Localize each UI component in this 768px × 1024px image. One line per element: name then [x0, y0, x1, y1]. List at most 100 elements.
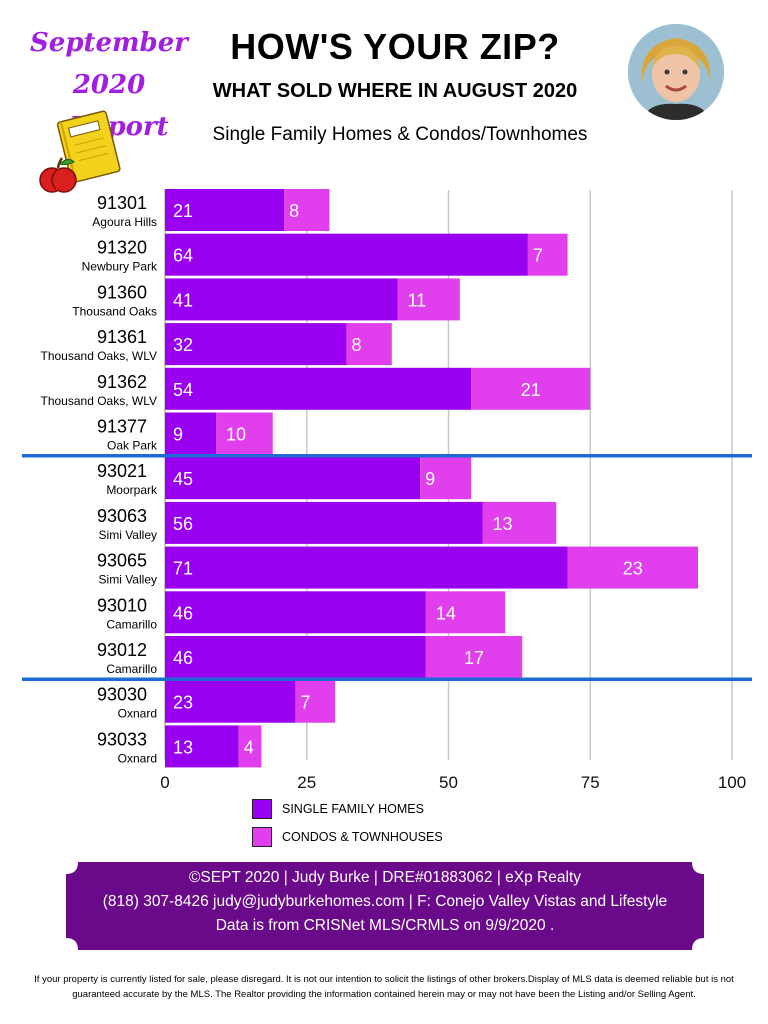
- data-label-sfh: 54: [173, 380, 193, 400]
- bar-sfh: [165, 501, 483, 544]
- sub-title: WHAT SOLD WHERE IN AUGUST 2020: [212, 80, 578, 102]
- bar-condo: [471, 367, 591, 410]
- stacked-bar-chart: 0 25 50 75 100 21 8 91301 Agoura Hills 64 7 91320 Ne…: [22, 189, 752, 792]
- city-label: Camarillo: [106, 617, 157, 631]
- data-label-condo: 23: [623, 559, 643, 579]
- data-label-sfh: 56: [173, 514, 193, 534]
- data-label-condo: 17: [464, 648, 484, 668]
- zip-label: 93010: [97, 595, 147, 615]
- bar-sfh: [165, 367, 472, 410]
- agent-avatar-illustration: [628, 24, 724, 120]
- city-label: Thousand Oaks: [72, 304, 157, 318]
- bar-condo: [284, 189, 330, 231]
- x-tick-label: 50: [439, 773, 458, 792]
- city-label: Oxnard: [118, 707, 157, 721]
- disclaimer: If your property is currently listed for…: [34, 974, 734, 1000]
- data-label-condo: 7: [533, 246, 543, 266]
- data-label-condo: 4: [244, 737, 254, 757]
- bar-condo: [425, 591, 506, 634]
- city-label: Oak Park: [107, 439, 158, 453]
- bar-condo: [238, 725, 262, 768]
- city-label: Newbury Park: [82, 260, 158, 274]
- x-tick-label: 100: [718, 773, 746, 792]
- bar-sfh: [165, 457, 421, 500]
- data-label-sfh: 23: [173, 693, 193, 713]
- report-title-line1: September 2020: [30, 28, 188, 100]
- data-label-sfh: 46: [173, 603, 193, 623]
- data-label-sfh: 32: [173, 335, 193, 355]
- bar-condo: [216, 412, 273, 455]
- city-label: Moorpark: [106, 483, 158, 497]
- legend-item-condo: CONDOS & TOWNHOUSES: [252, 824, 443, 850]
- bar-sfh: [165, 680, 296, 723]
- bar-condo: [527, 233, 568, 276]
- zip-label: 91361: [97, 327, 147, 347]
- footer-line-1: ©SEPT 2020 | Judy Burke | DRE#01883062 |…: [189, 869, 581, 886]
- agent-avatar: [628, 24, 724, 120]
- zip-label: 91377: [97, 417, 147, 437]
- data-label-sfh: 13: [173, 737, 193, 757]
- chart-legend: SINGLE FAMILY HOMES CONDOS & TOWNHOUSES: [252, 796, 443, 852]
- bar-sfh: [165, 591, 426, 634]
- data-label-condo: 11: [407, 290, 426, 310]
- zip-label: 91360: [97, 282, 147, 302]
- footer-line-2: (818) 307-8426 judy@judyburkehomes.com |…: [102, 893, 668, 910]
- data-label-condo: 7: [300, 693, 310, 713]
- zip-label: 91320: [97, 238, 147, 258]
- bar-sfh: [165, 725, 239, 768]
- city-label: Thousand Oaks, WLV: [41, 349, 158, 363]
- bar-sfh: [165, 636, 426, 678]
- bar-sfh: [165, 233, 528, 276]
- data-label-condo: 9: [425, 469, 435, 489]
- city-label: Oxnard: [118, 751, 157, 765]
- property-types-title: Single Family Homes & Condos/Townhomes: [212, 124, 588, 145]
- zip-label: 93033: [97, 729, 147, 749]
- zip-label: 91362: [97, 372, 147, 392]
- data-label-sfh: 71: [173, 559, 193, 579]
- zip-label: 93021: [97, 461, 147, 481]
- bar-condo: [420, 457, 472, 500]
- bar-condo: [425, 636, 523, 678]
- bar-sfh: [165, 323, 347, 366]
- zip-label: 91301: [97, 193, 147, 213]
- data-label-sfh: 64: [173, 246, 193, 266]
- x-tick-label: 75: [581, 773, 600, 792]
- data-label-sfh: 46: [173, 648, 193, 668]
- city-label: Simi Valley: [99, 573, 157, 587]
- bar-condo: [295, 680, 336, 723]
- city-label: Simi Valley: [99, 528, 157, 542]
- footer-line-3: Data is from CRISNet MLS/CRMLS on 9/9/20…: [215, 917, 555, 934]
- bar-sfh: [165, 546, 568, 589]
- legend-swatch-condo: [252, 827, 272, 847]
- zip-label: 93012: [97, 640, 147, 660]
- notebook-apple-icon: [39, 110, 121, 193]
- data-label-sfh: 41: [173, 290, 193, 310]
- data-label-sfh: 21: [173, 201, 193, 221]
- zip-label: 93063: [97, 506, 147, 526]
- data-label-condo: 13: [493, 514, 513, 534]
- legend-swatch-sfh: [252, 799, 272, 819]
- legend-label-sfh: SINGLE FAMILY HOMES: [282, 802, 424, 816]
- data-label-condo: 8: [351, 335, 361, 355]
- zip-label: 93030: [97, 685, 147, 705]
- bar-condo: [397, 278, 460, 321]
- data-label-sfh: 45: [173, 469, 193, 489]
- bar-condo: [482, 501, 557, 544]
- city-label: Thousand Oaks, WLV: [41, 394, 158, 408]
- footer-credits: ©SEPT 2020 | Judy Burke | DRE#01883062 |…: [66, 866, 704, 938]
- x-tick-label: 25: [297, 773, 316, 792]
- data-label-condo: 14: [436, 603, 456, 623]
- bar-condo: [567, 546, 698, 589]
- data-label-condo: 8: [289, 201, 299, 221]
- bar-sfh: [165, 278, 398, 321]
- data-label-condo: 21: [521, 380, 541, 400]
- bar-sfh: [165, 412, 217, 455]
- city-label: Agoura Hills: [92, 215, 157, 229]
- data-label-sfh: 9: [173, 425, 183, 445]
- zip-label: 93065: [97, 551, 147, 571]
- city-label: Camarillo: [106, 662, 157, 676]
- main-title: HOW'S YOUR ZIP?: [230, 26, 560, 67]
- data-label-condo: 10: [226, 425, 246, 445]
- footer-banner: [66, 862, 704, 950]
- bar-condo: [346, 323, 392, 366]
